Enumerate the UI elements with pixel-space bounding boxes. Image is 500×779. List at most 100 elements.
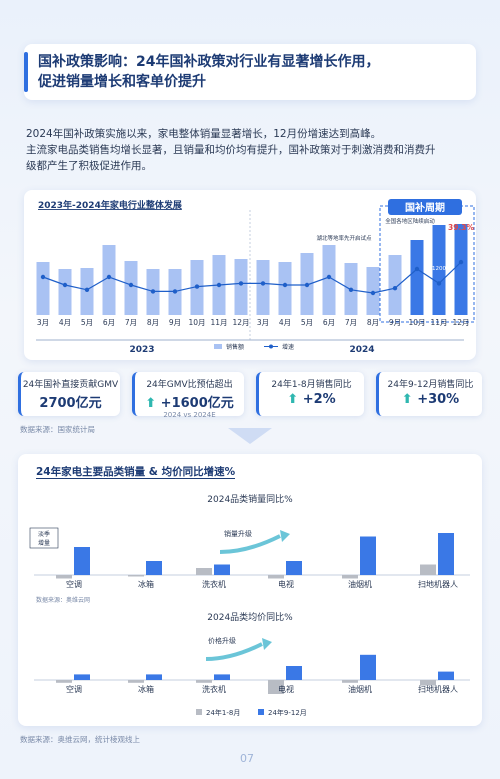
annotation-nationwide: 全国各地区陆续启动 — [385, 217, 435, 225]
growth-point — [40, 274, 46, 280]
stat-label: 24年1-8月销售同比 — [271, 380, 352, 390]
page-title: 国补政策影响：24年国补政策对行业有显著增长作用， 促进销量增长和客单价提升 — [38, 52, 379, 92]
growth-point — [458, 259, 464, 265]
month-tick-label: 4月 — [279, 318, 291, 327]
intro-line-3: 级都产生了积极促进作用。 — [26, 160, 152, 172]
growth-point — [216, 282, 222, 288]
sales-bar — [234, 259, 248, 315]
bar-sep-dec — [146, 561, 162, 575]
sales-bar — [388, 255, 402, 315]
month-tick-label: 3月 — [37, 318, 49, 327]
sales-bar — [432, 225, 446, 315]
growth-point — [238, 281, 244, 286]
year-label-2024: 2024 — [349, 345, 374, 355]
bar-sep-dec — [286, 561, 302, 575]
bar-jan-aug — [420, 564, 436, 575]
price-upgrade-label: 价格升级 — [208, 636, 236, 645]
bar-jan-aug — [196, 680, 212, 683]
section-title: 24年家电主要品类销量 & 均价同比增速% — [36, 464, 236, 479]
category-label: 空调 — [66, 684, 82, 694]
growth-point — [128, 282, 134, 288]
arrow-head-icon — [262, 638, 272, 650]
sales-bar — [36, 262, 50, 315]
growth-point — [326, 274, 332, 280]
legend-sales-label: 销售额 — [226, 343, 244, 351]
volume-upgrade-arrow — [219, 534, 281, 554]
growth-point — [348, 287, 354, 292]
bar-value-label: 1200 — [432, 266, 446, 272]
bar-sep-dec — [438, 671, 454, 680]
stat-value: ⬆ +30% — [379, 392, 482, 407]
subsidy-period-label: 国补周期 — [405, 201, 445, 214]
growth-point — [106, 274, 112, 280]
category-label: 电视 — [278, 579, 294, 589]
growth-point — [172, 289, 178, 294]
growth-point — [414, 266, 420, 272]
price-upgrade-arrow — [205, 642, 263, 661]
category-charts: 2024品类销量同比%空调 冰箱 洗衣机 电视 油烟机 扫地机器人数据来源：奥维云网202… — [29, 493, 470, 717]
up-arrow-icon: ⬆ — [287, 392, 299, 407]
off-season-label-2: 增量 — [38, 539, 50, 547]
month-tick-label: 12月 — [452, 318, 469, 327]
bar-sep-dec — [74, 674, 90, 680]
source-note-3: 数据来源：奥维云网，统计棱观线上 — [20, 735, 140, 744]
category-label: 冰箱 — [138, 684, 154, 694]
growth-point — [194, 284, 200, 289]
growth-point — [392, 286, 398, 291]
stat-value-text: +2% — [302, 392, 336, 407]
stat-card-sep-dec: 24年9-12月销售同比 ⬆ +30% — [376, 372, 482, 416]
source-note-2: 数据来源：奥维云网 — [36, 596, 90, 604]
category-label: 冰箱 — [138, 579, 154, 589]
stat-value-text: +30% — [417, 392, 460, 407]
sales-bar — [102, 245, 116, 315]
legend-jan-aug-label: 24年1-8月 — [206, 708, 240, 717]
month-tick-label: 8月 — [367, 318, 379, 327]
off-season-box — [29, 527, 59, 549]
legend-sep-dec-swatch — [258, 709, 264, 715]
growth-point — [436, 281, 442, 286]
month-tick-label: 3月 — [257, 318, 269, 327]
legend-growth-label: 增速 — [282, 343, 294, 351]
up-arrow-icon: ⬆ — [401, 392, 413, 407]
intro-text: 2024年国补政策实施以来，家电整体销量显著增长，12月份增速达到高峰。 主流家… — [26, 126, 476, 174]
page-number: 07 — [240, 752, 254, 765]
category-label: 油烟机 — [348, 684, 372, 694]
chart-title: 2023年-2024年家电行业整体发展 — [38, 199, 182, 211]
growth-line — [42, 261, 462, 294]
stat-label: 24年GMV比预估超出 — [146, 380, 233, 390]
sales-bar — [410, 240, 424, 315]
month-tick-label: 11月 — [210, 318, 227, 327]
month-tick-label: 9月 — [169, 318, 181, 327]
panel-title: 2024品类销量同比% — [207, 493, 293, 505]
annotation-hubei: 湖北等地率先开启试点 — [316, 234, 372, 242]
stat-sub: 2024 vs 2024E — [163, 411, 216, 419]
growth-point — [62, 282, 68, 288]
title-accent — [24, 52, 28, 92]
year-label-2023: 2023 — [129, 345, 154, 355]
bar-jan-aug — [56, 575, 72, 579]
bar-sep-dec — [360, 536, 376, 575]
month-tick-label: 5月 — [301, 318, 313, 327]
category-label: 洗衣机 — [202, 579, 226, 589]
sales-bar — [124, 261, 138, 315]
category-label: 油烟机 — [348, 579, 372, 589]
bar-jan-aug — [420, 680, 436, 686]
off-season-label-1: 淡季 — [38, 530, 50, 538]
growth-point — [282, 282, 288, 288]
sales-bar — [322, 245, 336, 315]
growth-point — [150, 289, 156, 294]
chevron-down-icon — [228, 428, 272, 444]
panel-title: 2024品类均价同比% — [207, 611, 293, 623]
category-label: 扫地机器人 — [418, 579, 458, 589]
category-label: 洗衣机 — [202, 684, 226, 694]
stat-value-text: +1600亿元 — [160, 396, 234, 411]
month-tick-label: 5月 — [81, 318, 93, 327]
category-label: 电视 — [278, 684, 294, 694]
stat-card-jan-aug: 24年1-8月销售同比 ⬆ +2% — [256, 372, 364, 416]
section-title-text: 24年家电主要品类销量 & 均价同比增速% — [36, 466, 236, 479]
stat-card-excess: 24年GMV比预估超出 ⬆ +1600亿元 2024 vs 2024E — [132, 372, 244, 419]
stat-value: 2700亿元 — [39, 396, 102, 411]
stat-card-gmv: 24年国补直接贡献GMV 2700亿元 — [18, 372, 120, 416]
legend-jan-aug-swatch — [196, 709, 202, 715]
month-tick-label: 7月 — [345, 318, 357, 327]
